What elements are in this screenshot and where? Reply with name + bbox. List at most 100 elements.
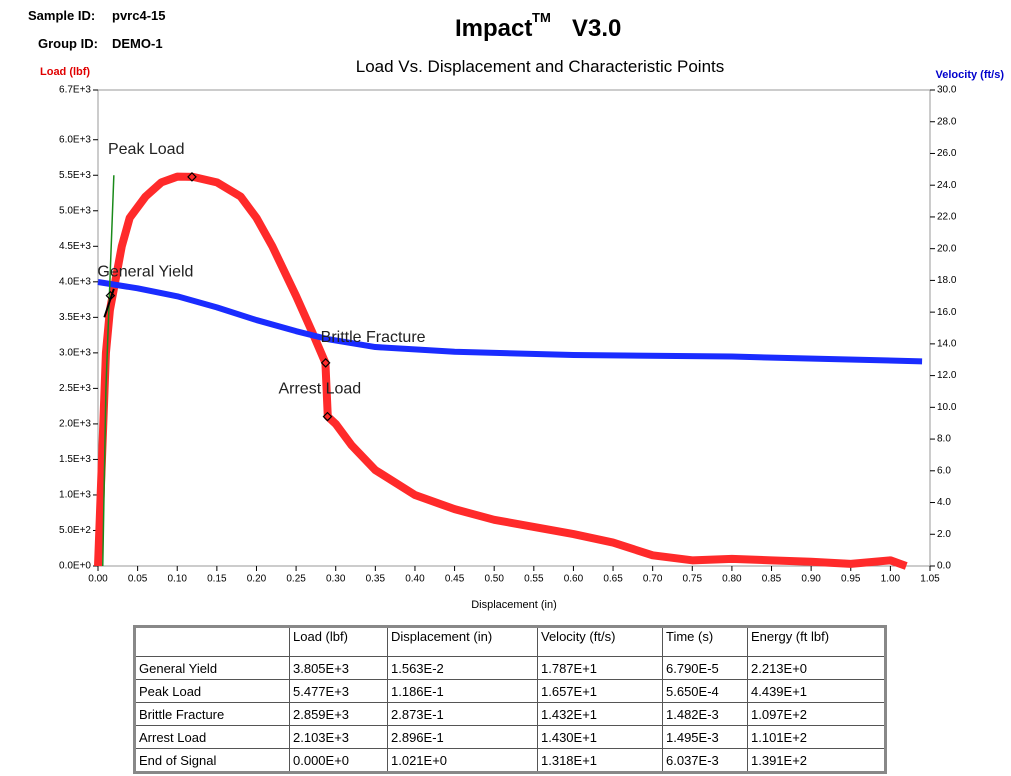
series-line bbox=[97, 279, 923, 365]
y2-tick-label: 26.0 bbox=[937, 148, 957, 159]
x-tick-label: 0.05 bbox=[128, 574, 148, 585]
table-cell: 1.097E+2 bbox=[747, 702, 886, 726]
table-cell: 2.103E+3 bbox=[289, 725, 388, 749]
table-cell: 4.439E+1 bbox=[747, 679, 886, 703]
x-axis-label: Displacement (in) bbox=[471, 599, 557, 611]
table-cell: 1.021E+0 bbox=[387, 748, 538, 773]
table-cell: 2.859E+3 bbox=[289, 702, 388, 726]
y2-tick-label: 12.0 bbox=[937, 370, 957, 381]
row-label: End of Signal bbox=[134, 748, 290, 773]
sample-id: pvrc4-15 bbox=[112, 8, 165, 23]
table-cell: 1.482E-3 bbox=[662, 702, 748, 726]
y-tick-label: 1.0E+3 bbox=[59, 490, 91, 501]
y2-tick-label: 30.0 bbox=[937, 85, 957, 96]
table-cell: 1.186E-1 bbox=[387, 679, 538, 703]
series-line bbox=[94, 172, 908, 570]
x-tick-label: 0.90 bbox=[801, 574, 821, 585]
table-row: End of Signal 0.000E+0 1.021E+0 1.318E+1 6.0… bbox=[134, 748, 886, 773]
x-tick-label: 0.30 bbox=[326, 574, 346, 585]
annotation: Brittle Fracture bbox=[321, 329, 426, 346]
x-tick-label: 0.55 bbox=[524, 574, 544, 585]
x-tick-label: 0.25 bbox=[286, 574, 306, 585]
annotation: Peak Load bbox=[108, 141, 185, 158]
row-label: Brittle Fracture bbox=[134, 702, 290, 726]
y-tick-label: 5.0E+2 bbox=[59, 525, 91, 536]
y2-tick-label: 10.0 bbox=[937, 402, 957, 413]
x-tick-label: 0.20 bbox=[247, 574, 267, 585]
group-label: Group ID: bbox=[38, 36, 98, 51]
y2-tick-label: 22.0 bbox=[937, 212, 957, 223]
x-tick-label: 1.00 bbox=[881, 574, 901, 585]
y-tick-label: 6.0E+3 bbox=[59, 134, 91, 145]
table-row: Peak Load 5.477E+3 1.186E-1 1.657E+1 5.650E-… bbox=[134, 679, 886, 703]
chart-title: Load Vs. Displacement and Characteristic… bbox=[356, 57, 725, 76]
row-label: General Yield bbox=[134, 656, 290, 680]
table-cell: 1.318E+1 bbox=[537, 748, 663, 773]
table-cell: 0.000E+0 bbox=[289, 748, 388, 773]
table-row: Brittle Fracture 2.859E+3 2.873E-1 1.432E+1… bbox=[134, 702, 886, 726]
y-tick-label: 2.0E+3 bbox=[59, 419, 91, 430]
app-version: V3.0 bbox=[572, 15, 621, 42]
group-id: DEMO-1 bbox=[112, 36, 163, 51]
column-header: Displacement (in) bbox=[387, 626, 538, 657]
y-tick-label: 5.5E+3 bbox=[59, 170, 91, 181]
table-cell: 1.657E+1 bbox=[537, 679, 663, 703]
x-tick-label: 0.15 bbox=[207, 574, 227, 585]
y-tick-label: 0.0E+0 bbox=[59, 561, 91, 572]
y-axis-label: Load (lbf) bbox=[40, 66, 90, 78]
y2-tick-label: 8.0 bbox=[937, 434, 951, 445]
y2-tick-label: 14.0 bbox=[937, 339, 957, 350]
table-cell: 2.873E-1 bbox=[387, 702, 538, 726]
table-cell: 2.213E+0 bbox=[747, 656, 886, 680]
app-name: Impact bbox=[455, 15, 532, 42]
annotation: Arrest Load bbox=[278, 381, 361, 398]
table-cell: 3.805E+3 bbox=[289, 656, 388, 680]
table-row: Load (lbf) Displacement (in) Velocity (ft/… bbox=[134, 626, 886, 657]
column-header: Velocity (ft/s) bbox=[537, 626, 663, 657]
table-cell: 1.432E+1 bbox=[537, 702, 663, 726]
x-tick-label: 0.50 bbox=[484, 574, 504, 585]
y2-tick-label: 20.0 bbox=[937, 243, 957, 254]
x-tick-label: 0.10 bbox=[168, 574, 188, 585]
characteristic-point bbox=[187, 172, 197, 182]
y2-tick-label: 6.0 bbox=[937, 465, 951, 476]
table-cell: 1.101E+2 bbox=[747, 725, 886, 749]
y2-tick-label: 24.0 bbox=[937, 180, 957, 191]
y-tick-label: 1.5E+3 bbox=[59, 454, 91, 465]
y2-tick-label: 28.0 bbox=[937, 116, 957, 127]
x-tick-label: 0.95 bbox=[841, 574, 861, 585]
x-tick-label: 0.75 bbox=[683, 574, 703, 585]
corner-cell bbox=[134, 626, 290, 657]
y-tick-label: 5.0E+3 bbox=[59, 205, 91, 216]
x-tick-label: 0.85 bbox=[762, 574, 782, 585]
results-table: Load (lbf) Displacement (in) Velocity (ft/… bbox=[133, 625, 887, 774]
column-header: Energy (ft lbf) bbox=[747, 626, 886, 657]
series-line bbox=[102, 175, 115, 567]
y-tick-label: 2.5E+3 bbox=[59, 383, 91, 394]
table-cell: 6.037E-3 bbox=[662, 748, 748, 773]
table-cell: 5.650E-4 bbox=[662, 679, 748, 703]
x-tick-label: 0.00 bbox=[88, 574, 108, 585]
table-cell: 2.896E-1 bbox=[387, 725, 538, 749]
y-tick-label: 3.5E+3 bbox=[59, 312, 91, 323]
column-header: Load (lbf) bbox=[289, 626, 388, 657]
table-cell: 1.391E+2 bbox=[747, 748, 886, 773]
x-tick-label: 1.05 bbox=[920, 574, 940, 585]
y2-tick-label: 0.0 bbox=[937, 561, 951, 572]
table-row: Arrest Load 2.103E+3 2.896E-1 1.430E+1 1.495… bbox=[134, 725, 886, 749]
characteristic-point bbox=[320, 358, 331, 368]
plot-frame bbox=[97, 89, 931, 567]
row-label: Arrest Load bbox=[134, 725, 290, 749]
y2-axis-label: Velocity (ft/s) bbox=[936, 69, 1005, 81]
chart: Sample ID: pvrc4-15 Group ID: DEMO-1 Imp… bbox=[28, 8, 1005, 611]
table-cell: 1.495E-3 bbox=[662, 725, 748, 749]
table-cell: 1.430E+1 bbox=[537, 725, 663, 749]
x-tick-label: 0.60 bbox=[564, 574, 584, 585]
x-tick-label: 0.45 bbox=[445, 574, 465, 585]
x-tick-label: 0.40 bbox=[405, 574, 425, 585]
x-tick-label: 0.70 bbox=[643, 574, 663, 585]
y-tick-label: 4.0E+3 bbox=[59, 276, 91, 287]
x-tick-label: 0.65 bbox=[603, 574, 623, 585]
table-cell: 6.790E-5 bbox=[662, 656, 748, 680]
